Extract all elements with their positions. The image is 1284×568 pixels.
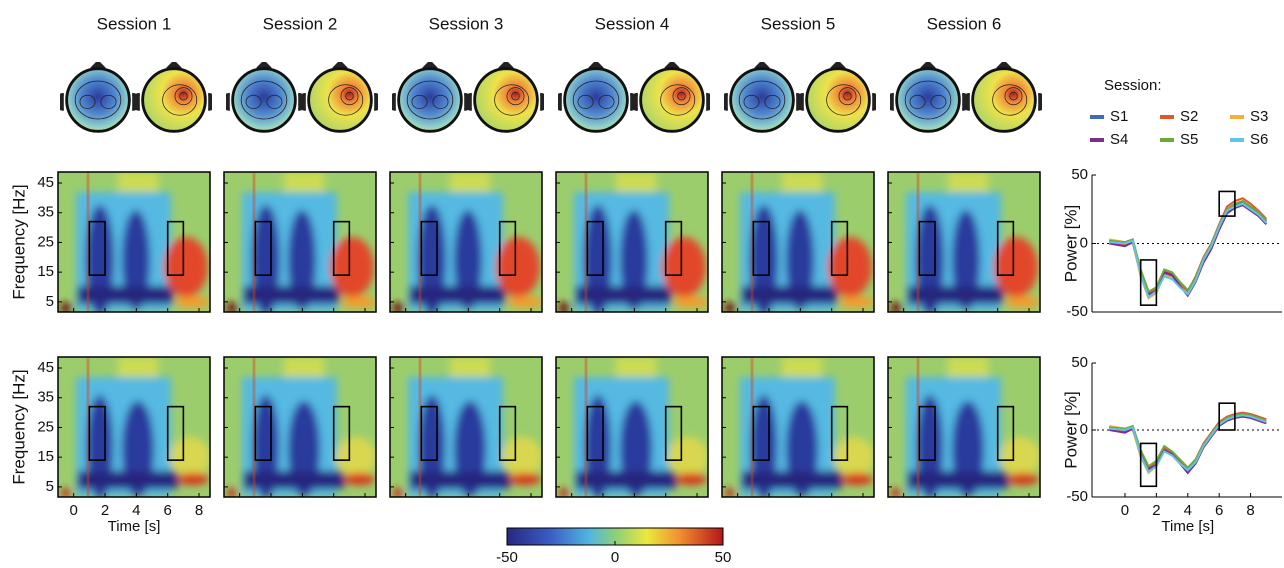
y-tick-label: 45 [37, 359, 54, 376]
spectrogram [888, 357, 1040, 499]
topomaps [58, 62, 1044, 131]
topomap [888, 62, 968, 131]
topomap [390, 62, 470, 131]
spectrogram [390, 357, 542, 499]
colorbar-tick-label: 50 [715, 549, 732, 566]
x-tick-label: 6 [164, 502, 172, 519]
y-tick-label: 45 [37, 174, 54, 191]
colorbar-tick-label: -50 [496, 549, 518, 566]
power-line [1109, 202, 1266, 295]
topomap [722, 62, 802, 131]
spectrogram [888, 172, 1041, 315]
legend-label: S4 [1110, 131, 1128, 148]
session-title: Session 6 [927, 14, 1002, 33]
topomap [466, 62, 546, 131]
y-tick-label: 0 [1080, 421, 1088, 438]
y-tick-label: 15 [37, 448, 54, 465]
x-tick-label: 4 [1184, 502, 1192, 519]
power-line [1109, 413, 1266, 469]
power-line [1109, 415, 1266, 470]
y-axis-label: Power [%] [1061, 205, 1080, 282]
session-title: Session 2 [263, 14, 338, 33]
power-line [1109, 204, 1266, 299]
y-tick-label: -50 [1066, 303, 1088, 320]
x-axis-label: Time [s] [1161, 518, 1214, 535]
power-line [1109, 204, 1266, 297]
x-tick-label: 0 [1121, 502, 1129, 519]
x-tick-label: 4 [132, 502, 140, 519]
legend-label: S3 [1250, 108, 1268, 125]
y-tick-label: 50 [1071, 354, 1088, 371]
y-tick-label: 5 [46, 293, 54, 310]
legend-label: S1 [1110, 108, 1128, 125]
topomap [134, 62, 214, 131]
topomap [632, 62, 712, 131]
spectrogram [390, 172, 543, 315]
y-axis-label: Frequency [Hz] [9, 184, 28, 299]
power-line [1109, 415, 1266, 471]
spectrogram [58, 172, 211, 315]
y-axis-label: Frequency [Hz] [9, 369, 28, 484]
spectrogram [556, 172, 709, 315]
x-tick-label: 8 [1246, 502, 1254, 519]
y-tick-label: 35 [37, 389, 54, 406]
topomap [224, 62, 304, 131]
topomap [798, 62, 878, 131]
topomap [300, 62, 380, 131]
y-tick-label: 15 [37, 263, 54, 280]
legend-label: S5 [1180, 131, 1198, 148]
y-tick-label: 5 [46, 478, 54, 495]
y-tick-label: 50 [1071, 166, 1088, 183]
session-title: Session 5 [761, 14, 836, 33]
spectrogram [556, 357, 708, 499]
topomap [964, 62, 1044, 131]
y-tick-label: 25 [37, 418, 54, 435]
session-title: Session 1 [97, 14, 172, 33]
spectrogram [58, 357, 210, 499]
y-tick-label: 35 [37, 204, 54, 221]
y-tick-label: 25 [37, 233, 54, 250]
legend-label: S6 [1250, 131, 1268, 148]
x-tick-label: 2 [101, 502, 109, 519]
legend-title: Session: [1104, 77, 1162, 94]
y-tick-label: -50 [1066, 488, 1088, 505]
legend-label: S2 [1180, 108, 1198, 125]
colorbar-tick-label: 0 [611, 549, 619, 566]
spectrogram [224, 357, 376, 499]
x-tick-label: 6 [1215, 502, 1223, 519]
power-line [1109, 205, 1266, 295]
x-tick-label: 0 [69, 502, 77, 519]
power-line [1109, 414, 1266, 468]
session-title: Session 3 [429, 14, 504, 33]
x-tick-label: 8 [195, 502, 203, 519]
y-tick-label: 0 [1080, 234, 1088, 251]
x-tick-label: 2 [1152, 502, 1160, 519]
x-axis-label: Time [s] [108, 518, 161, 535]
session-title: Session 4 [595, 14, 670, 33]
figure: Session 1 5 15 25 35 45 Frequency [Hz] 5 15 25 35 4… [0, 0, 1284, 568]
spectrogram [722, 357, 874, 499]
y-axis-label: Power [%] [1061, 391, 1080, 468]
spectrogram [224, 172, 377, 315]
topomap [58, 62, 138, 131]
topomap [556, 62, 636, 131]
spectrogram [722, 172, 875, 315]
